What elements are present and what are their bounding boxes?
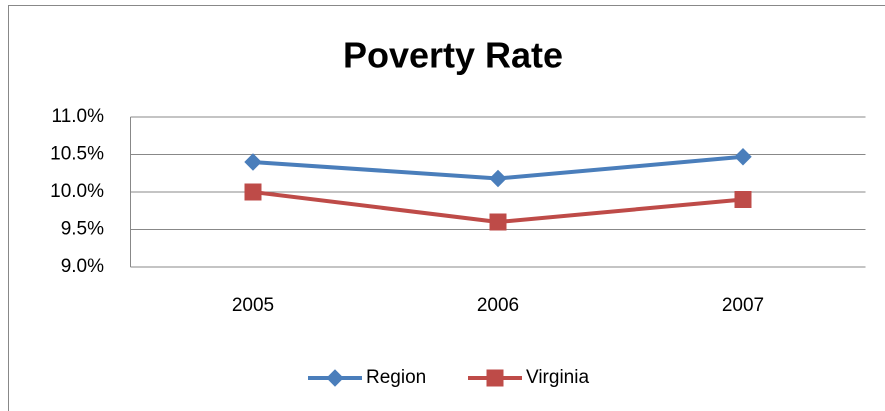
data-point [244,153,262,171]
x-tick-label: 2007 [722,295,764,316]
legend-marker [326,369,344,387]
x-tick-label: 2006 [477,295,519,316]
y-tick-label: 9.0% [61,256,104,277]
data-point [734,191,752,208]
data-point [244,183,262,201]
y-tick-label: 9.5% [61,219,104,240]
chart-title: Poverty Rate [343,35,563,76]
data-point [489,169,507,188]
data-point [489,213,507,231]
chart-frame [8,5,885,411]
legend-label: Region [366,367,426,388]
y-tick-label: 10.0% [50,181,104,202]
y-tick-label: 11.0% [52,106,105,127]
y-tick-label: 10.5% [50,144,104,165]
legend-marker [486,369,504,387]
x-tick-label: 2005 [232,295,274,316]
data-point [734,148,752,166]
legend-label: Virginia [526,367,589,388]
